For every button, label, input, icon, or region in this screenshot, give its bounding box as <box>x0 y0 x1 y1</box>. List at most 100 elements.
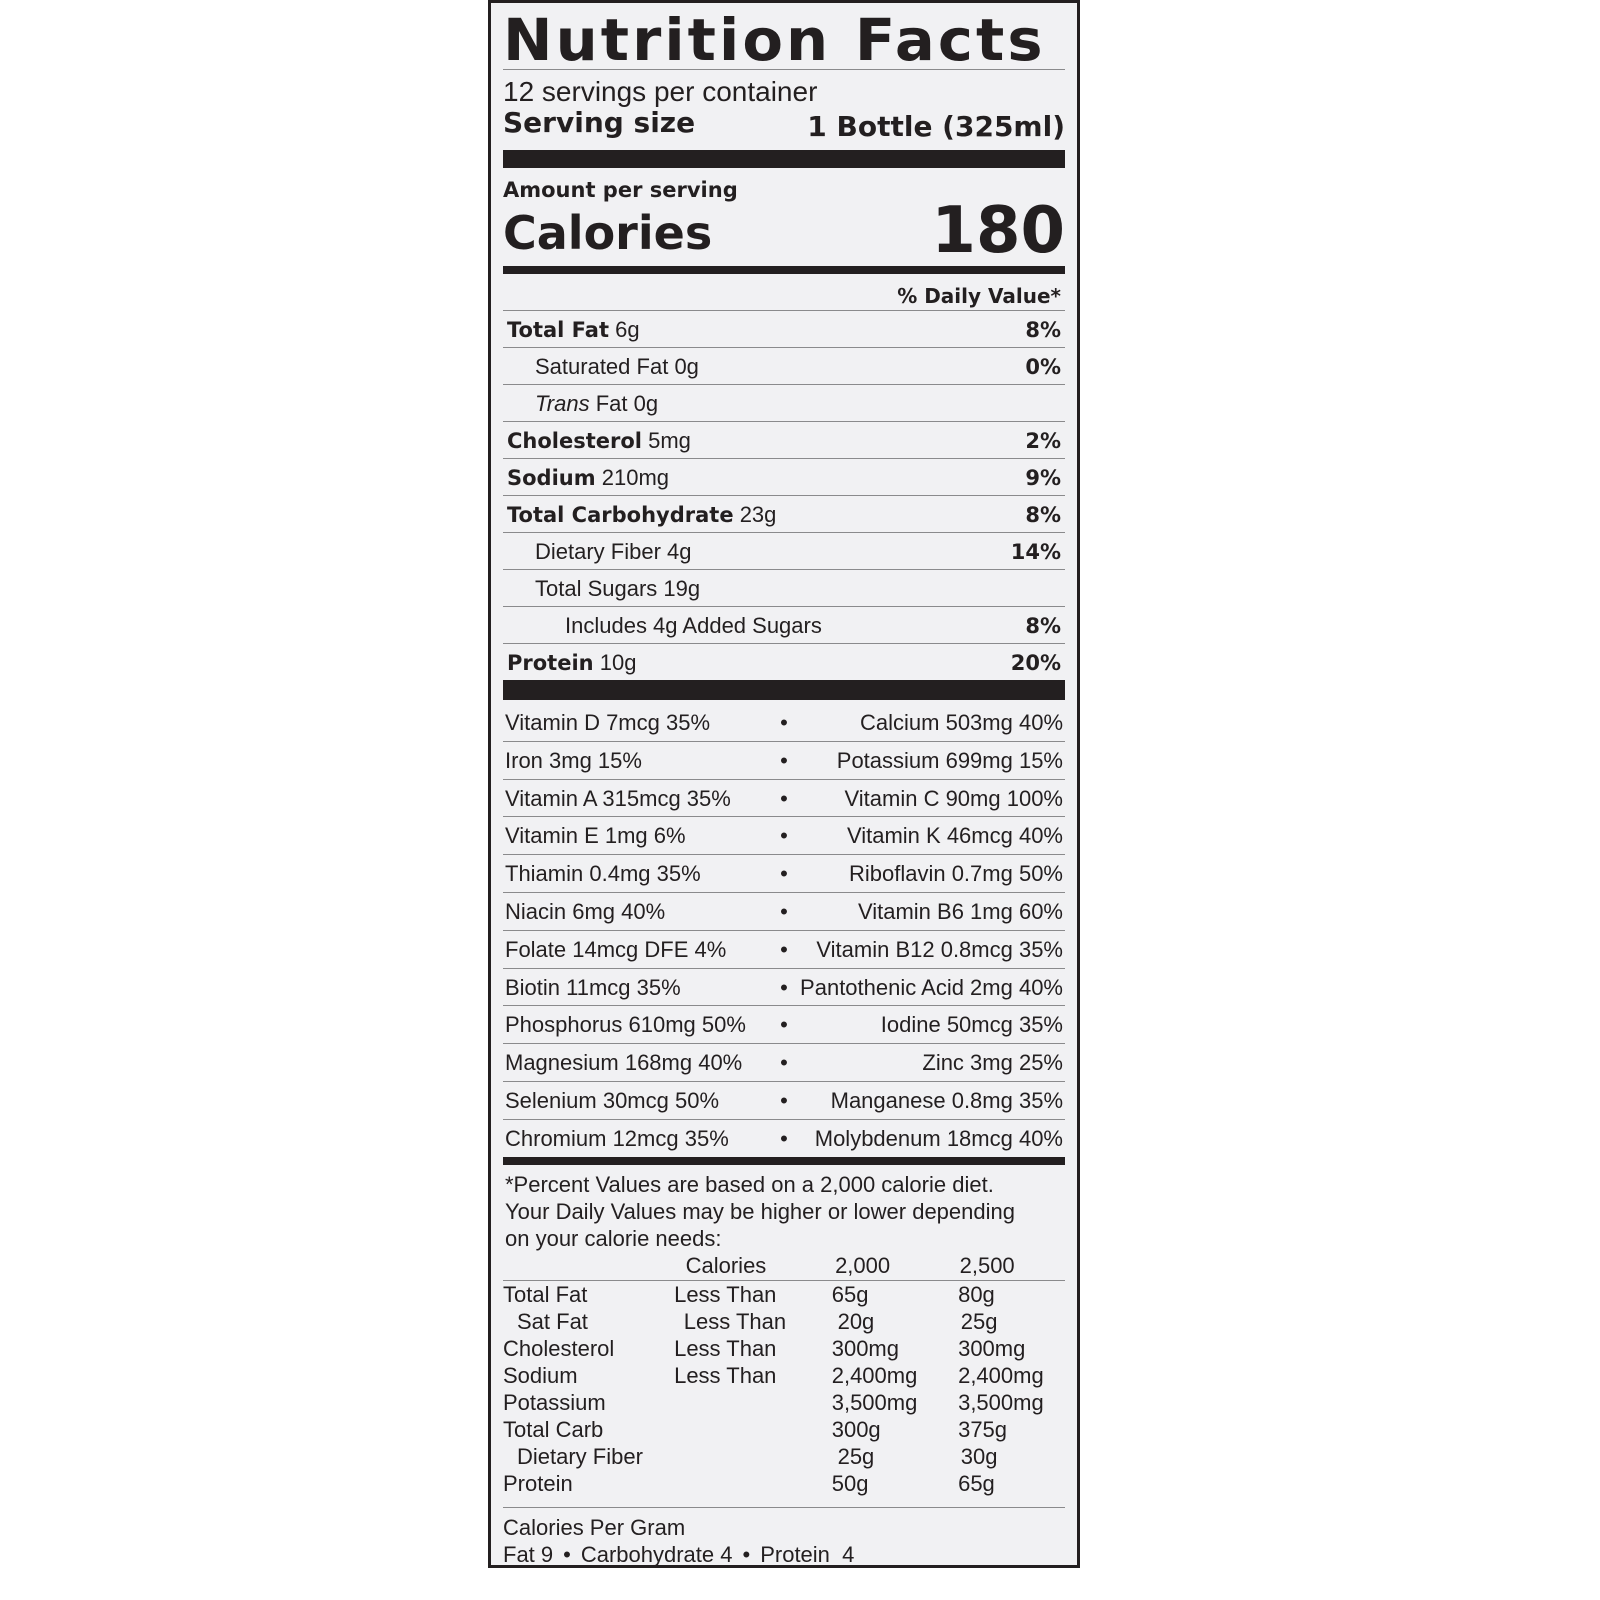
footnote-line: *Percent Values are based on a 2,000 cal… <box>505 1171 994 1197</box>
nutrient-row: Total Carbohydrate 23g 8% <box>503 495 1065 532</box>
table-cell: 300g <box>831 1416 881 1442</box>
nutrient-name-amount: Total Carbohydrate 23g <box>507 496 776 532</box>
nutrient-name-amount: Dietary Fiber 4g <box>535 533 692 569</box>
table-cell: 2,400mg <box>831 1362 918 1388</box>
vitamin-row: Folate 14mcg DFE 4% • Vitamin B12 0.8mcg 3… <box>503 929 1065 968</box>
medium-divider <box>503 266 1065 274</box>
table-header-cell: 2,000 <box>835 1252 891 1278</box>
table-row: Sodium Less Than 2,400mg 2,400mg <box>503 1362 1065 1389</box>
vitamin-right: Vitamin B12 0.8mcg 35% <box>816 936 1063 962</box>
nutrient-name: Total Carbohydrate <box>507 503 734 527</box>
calories-per-gram-item: Carbohydrate 4 <box>580 1541 733 1567</box>
nutrient-name: Total Sugars <box>535 576 658 601</box>
calories-per-gram: Calories Per Gram Fat 9 • Carbohydrate 4 • P… <box>503 1506 1065 1568</box>
nutrient-name: Dietary Fiber <box>535 539 661 564</box>
bullet-separator: • <box>563 1541 571 1567</box>
nutrient-amount: 23g <box>739 502 777 527</box>
bullet-separator: • <box>780 936 788 962</box>
nutrient-name-amount: Protein 10g <box>507 644 636 680</box>
nutrient-name-amount: Sodium 210mg <box>507 459 669 495</box>
vitamin-right: Zinc 3mg 25% <box>922 1050 1063 1076</box>
nutrient-name-amount: Total Sugars 19g <box>535 570 700 606</box>
table-cell: 30g <box>960 1443 998 1469</box>
footnote-line: on your calorie needs: <box>505 1225 722 1251</box>
table-cell: Dietary Fiber <box>517 1443 643 1469</box>
vitamin-list: Vitamin D 7mcg 35% • Calcium 503mg 40% Iron… <box>503 704 1065 1157</box>
table-cell: Less Than <box>674 1362 777 1388</box>
nutrient-row: Dietary Fiber 4g 14% <box>503 532 1065 569</box>
table-row: Total Carb 300g 375g <box>503 1416 1065 1443</box>
table-cell: 50g <box>831 1470 869 1496</box>
nutrient-daily-value: 14% <box>1010 540 1061 564</box>
nutrient-name: Protein <box>507 651 594 675</box>
calories-per-gram-title: Calories Per Gram <box>503 1514 686 1540</box>
vitamin-left: Iron 3mg 15% <box>505 747 642 773</box>
nutrient-amount: 0g <box>674 354 699 379</box>
vitamin-left: Vitamin D 7mcg 35% <box>505 710 711 735</box>
nutrient-amount: 6g <box>615 317 640 342</box>
bullet-separator: • <box>780 1087 788 1113</box>
nutrient-amount: 10g <box>599 650 637 675</box>
calories-per-gram-items: Fat 9 • Carbohydrate 4 • Protein 4 <box>503 1541 1065 1568</box>
nutrient-row: Includes 4g Added Sugars 8% <box>503 606 1065 643</box>
nutrient-row: Total Sugars 19g <box>503 569 1065 606</box>
nutrient-daily-value: 8% <box>1025 503 1061 527</box>
nutrient-amount: 210mg <box>601 465 670 490</box>
nutrient-amount: 19g <box>663 576 701 601</box>
vitamin-row: Iron 3mg 15% • Potassium 699mg 15% <box>503 740 1065 779</box>
table-cell: 3,500mg <box>831 1389 918 1415</box>
table-cell: 80g <box>958 1281 995 1307</box>
amount-per-serving: Amount per serving <box>503 178 738 202</box>
nutrient-name-amount: Trans Fat 0g <box>535 385 658 421</box>
vitamin-row: Thiamin 0.4mg 35% • Riboflavin 0.7mg 50% <box>503 854 1065 892</box>
medium-divider <box>503 1156 1065 1165</box>
bullet-separator: • <box>780 710 788 735</box>
vitamin-row: Vitamin A 315mcg 35% • Vitamin C 90mg 100% <box>503 778 1065 817</box>
nutrient-amount: 5mg <box>648 428 691 453</box>
table-cell: 375g <box>958 1416 1008 1442</box>
table-cell: 300mg <box>958 1335 1026 1361</box>
calories-row: Calories 180 <box>503 199 1065 263</box>
vitamin-row: Niacin 6mg 40% • Vitamin B6 1mg 60% <box>503 891 1065 930</box>
table-row: Potassium 3,500mg 3,500mg <box>503 1389 1065 1416</box>
servings-per-container: 12 servings per container <box>503 76 818 107</box>
table-cell: Sat Fat <box>517 1308 588 1334</box>
bullet-separator: • <box>780 1050 788 1076</box>
serving-size: Serving size 1 Bottle (325ml) <box>503 104 1065 146</box>
bullet-separator: • <box>780 974 788 1000</box>
table-cell: Less Than <box>683 1308 787 1334</box>
table-header-cell: Calories <box>685 1252 767 1278</box>
nutrient-daily-value: 9% <box>1025 466 1061 490</box>
vitamin-row: Biotin 11mcg 35% • Pantothenic Acid 2mg 40… <box>503 967 1065 1006</box>
nutrient-list: Total Fat 6g 8% Saturated Fat 0g 0% Trans Fa… <box>503 310 1065 680</box>
label-title: Nutrition Facts <box>503 6 1046 74</box>
vitamin-row: Vitamin D 7mcg 35% • Calcium 503mg 40% <box>503 704 1065 741</box>
table-cell: Protein <box>503 1470 573 1496</box>
vitamin-right: Vitamin C 90mg 100% <box>844 785 1064 811</box>
vitamin-row: Vitamin E 1mg 6% • Vitamin K 46mcg 40% <box>503 816 1065 854</box>
bullet-separator: • <box>780 1125 788 1151</box>
vitamin-right: Iodine 50mcg 35% <box>880 1012 1063 1038</box>
nutrient-name: Cholesterol <box>507 429 642 453</box>
vitamin-right: Calcium 503mg 40% <box>860 710 1063 735</box>
vitamin-right: Potassium 699mg 15% <box>836 747 1063 773</box>
nutrient-daily-value: 8% <box>1025 318 1061 342</box>
daily-value-header: % Daily Value* <box>897 284 1061 308</box>
table-cell <box>674 1389 826 1416</box>
vitamin-right: Vitamin K 46mcg 40% <box>846 823 1063 849</box>
nutrient-daily-value: 2% <box>1025 429 1061 453</box>
table-cell: Less Than <box>674 1335 777 1361</box>
nutrient-daily-value: 20% <box>1010 651 1061 675</box>
nutrient-name: Saturated Fat <box>535 354 669 379</box>
nutrient-amount: 0g <box>633 391 659 416</box>
footnote: *Percent Values are based on a 2,000 cal… <box>503 1171 1065 1252</box>
nutrient-amount: 4g <box>667 539 692 564</box>
bullet-separator: • <box>780 747 788 773</box>
vitamin-row: Chromium 12mcg 35% • Molybdenum 18mcg 40% <box>503 1118 1065 1157</box>
serving-size-label: Serving size <box>503 106 696 139</box>
table-cell: 65g <box>958 1470 995 1496</box>
vitamin-left: Biotin 11mcg 35% <box>505 974 681 1000</box>
table-header-cell: 2,500 <box>959 1252 1015 1278</box>
daily-value-table: Calories 2,000 2,500 Total Fat Less Than 65g 8… <box>503 1252 1065 1497</box>
nutrient-name-amount: Total Fat 6g <box>507 311 640 347</box>
